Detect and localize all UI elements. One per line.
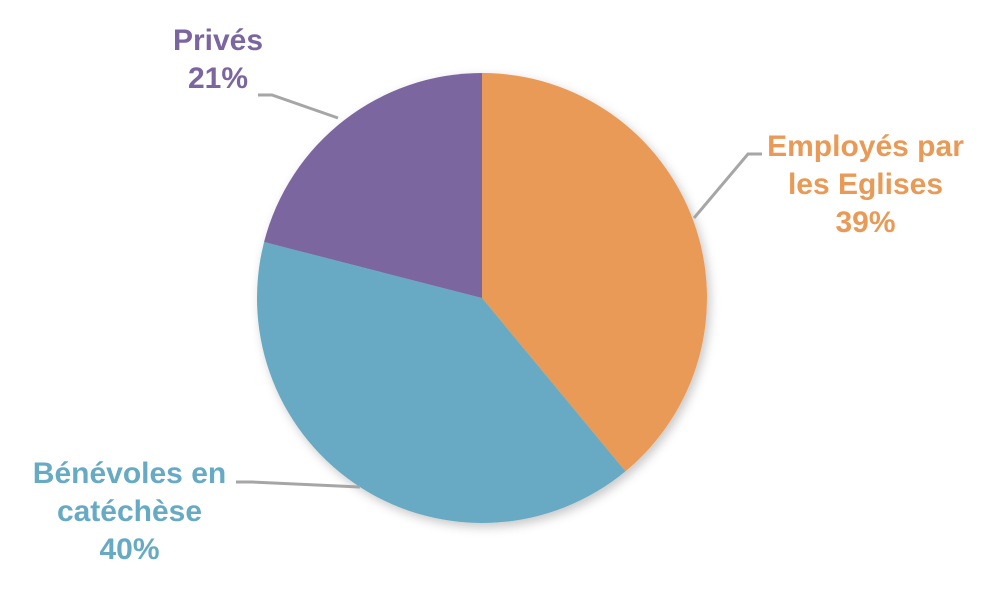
label-benevoles-pct: 40% xyxy=(99,533,160,566)
pie-slice-benevoles xyxy=(256,242,626,524)
label-employes-line2: les Eglises xyxy=(787,168,944,201)
label-employes-line1: Employés par xyxy=(767,130,964,163)
pie-slice-prives xyxy=(264,73,482,298)
label-employes: Employés par les Eglises 39% xyxy=(758,128,973,242)
label-employes-pct: 39% xyxy=(835,206,896,239)
label-prives-name: Privés xyxy=(172,24,264,57)
label-benevoles: Bénévoles en catéchèse 40% xyxy=(22,455,237,569)
leader-line-employes xyxy=(692,152,762,219)
label-prives: Privés 21% xyxy=(168,22,268,98)
pie-slice-employes xyxy=(482,73,708,472)
leader-line-prives xyxy=(258,93,339,120)
leader-line-benevoles xyxy=(236,480,361,489)
label-prives-pct: 21% xyxy=(187,62,249,95)
pie-slices xyxy=(256,73,708,524)
label-benevoles-line1: Bénévoles en xyxy=(32,457,227,490)
leader-lines xyxy=(236,93,762,489)
label-benevoles-line2: catéchèse xyxy=(56,495,203,528)
